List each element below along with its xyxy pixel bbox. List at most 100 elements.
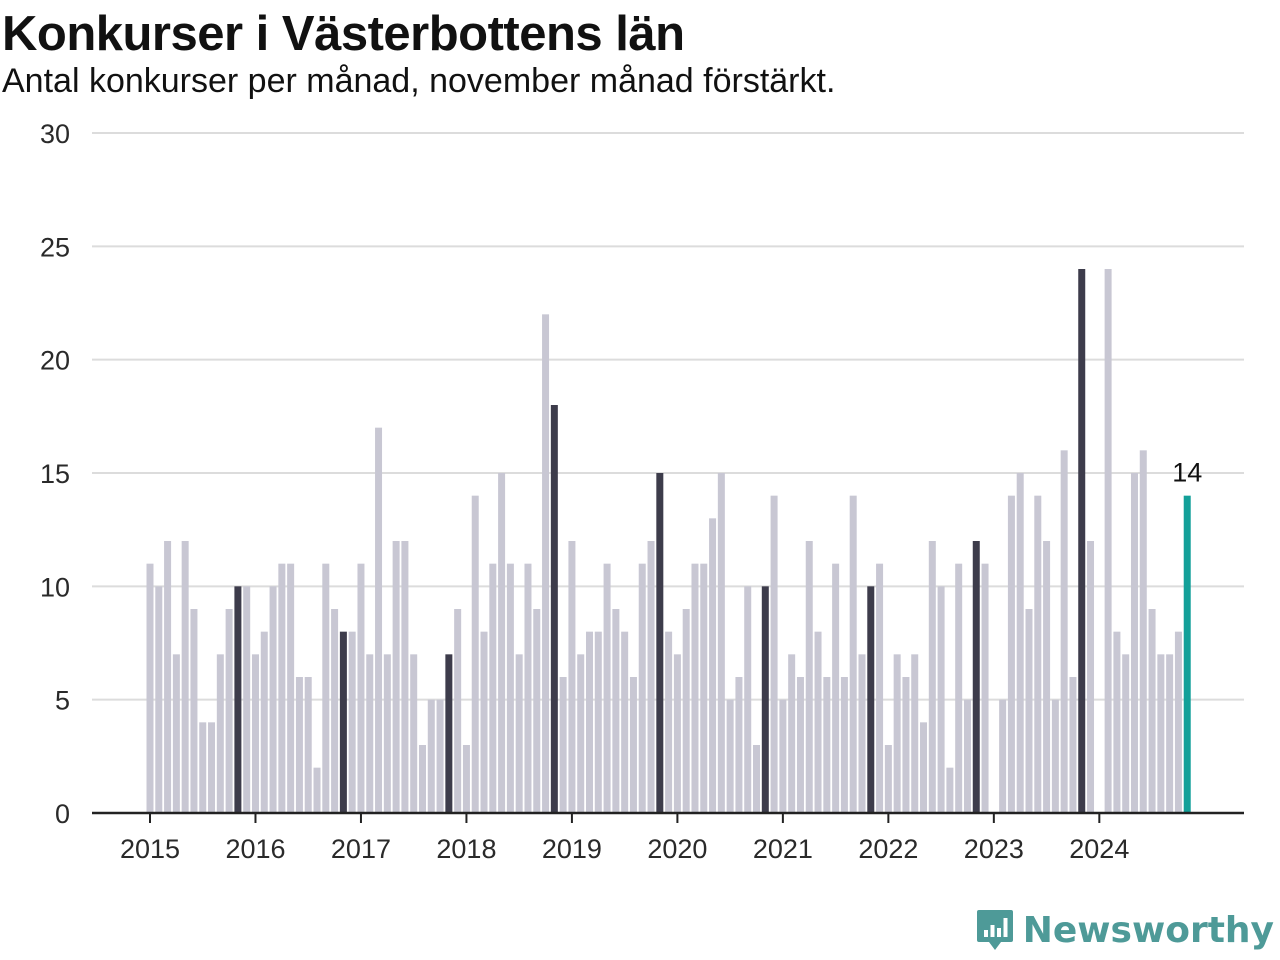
- bar: [506, 563, 514, 813]
- bar: [172, 654, 180, 813]
- bar: [981, 563, 989, 813]
- bar: [533, 609, 541, 813]
- bar: [621, 631, 629, 813]
- newsworthy-logo-icon: [976, 910, 1013, 950]
- bar: [735, 677, 743, 813]
- brand-name: Newsworthy: [1022, 909, 1274, 951]
- bar: [304, 677, 312, 813]
- bar: [814, 631, 822, 813]
- bar: [295, 677, 303, 813]
- bar: [225, 609, 233, 813]
- bar-november: [1078, 269, 1086, 813]
- bar: [1113, 631, 1121, 813]
- bar: [1130, 473, 1138, 813]
- bar: [911, 654, 919, 813]
- bar: [401, 541, 409, 813]
- bar: [796, 677, 804, 813]
- bar: [955, 563, 963, 813]
- bar-november: [867, 586, 875, 813]
- x-tick-label: 2019: [542, 834, 602, 864]
- bar: [682, 609, 690, 813]
- x-tick-label: 2022: [858, 834, 918, 864]
- bar: [665, 631, 673, 813]
- bar: [638, 563, 646, 813]
- bar: [840, 677, 848, 813]
- y-axis-ticks: 0 5 10 15 20 25 30: [40, 119, 70, 829]
- data-labels: 14: [1172, 458, 1202, 488]
- bar: [278, 563, 286, 813]
- bar: [480, 631, 488, 813]
- bar: [858, 654, 866, 813]
- bar: [1166, 654, 1174, 813]
- bar: [893, 654, 901, 813]
- bar: [436, 699, 444, 813]
- bar: [375, 427, 383, 813]
- bar: [199, 722, 207, 813]
- bar: [331, 609, 339, 813]
- bar: [577, 654, 585, 813]
- bar: [462, 745, 470, 813]
- x-tick-label: 2020: [647, 834, 707, 864]
- bar: [1025, 609, 1033, 813]
- bar: [884, 745, 892, 813]
- bar-november: [339, 631, 347, 813]
- bar: [788, 654, 796, 813]
- bar: [208, 722, 216, 813]
- bar: [269, 586, 277, 813]
- bar: [418, 745, 426, 813]
- bar-november: [761, 586, 769, 813]
- x-tick-label: 2016: [225, 834, 285, 864]
- bar: [1043, 541, 1051, 813]
- bar: [515, 654, 523, 813]
- y-tick-label: 0: [55, 799, 70, 829]
- bar: [348, 631, 356, 813]
- bar: [260, 631, 268, 813]
- bar-november: [234, 586, 242, 813]
- x-tick-label: 2024: [1069, 834, 1129, 864]
- bar: [744, 586, 752, 813]
- bar: [1139, 450, 1147, 813]
- chart-title: Konkurser i Västerbottens län: [2, 7, 685, 61]
- bar: [1087, 541, 1095, 813]
- bar: [876, 563, 884, 813]
- gridlines: [92, 132, 1244, 701]
- x-tick-label: 2017: [331, 834, 391, 864]
- bar: [1174, 631, 1182, 813]
- bar: [243, 586, 251, 813]
- bar: [1051, 699, 1059, 813]
- chart-subtitle: Antal konkurser per månad, november måna…: [2, 62, 836, 100]
- x-tick-label: 2015: [120, 834, 180, 864]
- bar: [594, 631, 602, 813]
- bars: [146, 269, 1191, 813]
- bar: [726, 699, 734, 813]
- y-tick-label: 15: [40, 459, 70, 489]
- y-tick-label: 25: [40, 232, 70, 262]
- bar: [1157, 654, 1165, 813]
- y-tick-label: 20: [40, 346, 70, 376]
- bar: [392, 541, 400, 813]
- bar: [146, 563, 154, 813]
- bar: [216, 654, 224, 813]
- bar: [313, 767, 321, 813]
- y-tick-label: 30: [40, 119, 70, 149]
- bar: [1069, 677, 1077, 813]
- bar: [586, 631, 593, 813]
- bar: [489, 563, 497, 813]
- bar: [181, 541, 189, 813]
- x-axis-ticks: 2015 2016 2017 2018 2019 2020 2021 2022 2023 2024: [120, 813, 1129, 864]
- bar: [410, 654, 418, 813]
- bar: [999, 699, 1007, 813]
- y-tick-label: 5: [55, 686, 70, 716]
- bar: [1016, 473, 1024, 813]
- latest-value-label: 14: [1172, 458, 1202, 488]
- bar: [568, 541, 576, 813]
- bar: [542, 314, 550, 813]
- bar: [1104, 269, 1112, 813]
- bar: [629, 677, 637, 813]
- bar: [832, 563, 840, 813]
- bar: [498, 473, 506, 813]
- brand: Newsworthy: [975, 908, 1274, 952]
- bar: [920, 722, 928, 813]
- bar-latest: [1183, 495, 1191, 813]
